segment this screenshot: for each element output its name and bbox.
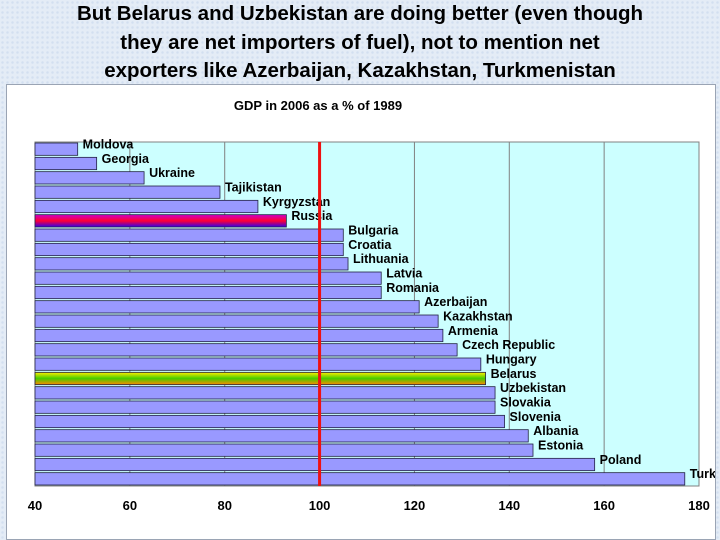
bar-lithuania	[34, 257, 349, 271]
bar-label-bulgaria: Bulgaria	[348, 223, 399, 237]
bar-turkmenistan	[34, 472, 686, 486]
x-tick-label: 40	[28, 498, 42, 513]
x-tick-label: 180	[688, 498, 710, 513]
bar-ukraine	[34, 171, 145, 185]
plot-area	[34, 141, 700, 487]
bar-label-romania: Romania	[386, 281, 440, 295]
bar-moldova	[34, 142, 79, 156]
bar-kyrgyzstan	[34, 199, 259, 214]
chart-title: GDP in 2006 as a % of 1989	[234, 98, 402, 113]
x-tick-label: 140	[498, 498, 520, 513]
bar-azerbaijan	[34, 300, 420, 314]
bar-label-turkmenistan: Turkmenistan	[690, 467, 715, 481]
x-tick-label: 160	[593, 498, 615, 513]
bar-label-uzbekistan: Uzbekistan	[500, 381, 566, 395]
slide-title-line-1: But Belarus and Uzbekistan are doing bet…	[76, 2, 644, 25]
bar-georgia	[34, 156, 98, 171]
bar-label-moldova: Moldova	[83, 137, 135, 151]
bar-label-slovakia: Slovakia	[500, 395, 552, 409]
x-tick-label: 100	[309, 498, 331, 513]
x-tick-label: 80	[217, 498, 231, 513]
bar-uzbekistan	[34, 386, 496, 400]
bar-label-latvia: Latvia	[386, 266, 423, 280]
bar-label-russia: Russia	[291, 209, 333, 223]
x-tick-label: 60	[123, 498, 137, 513]
bar-romania	[34, 285, 382, 300]
bar-label-croatia: Croatia	[348, 238, 392, 252]
bar-label-estonia: Estonia	[538, 438, 584, 452]
bar-czech-republic	[34, 343, 458, 357]
bar-label-tajikistan: Tajikistan	[225, 180, 282, 194]
bar-russia	[34, 214, 287, 228]
bar-label-albania: Albania	[533, 424, 579, 438]
bar-label-georgia: Georgia	[102, 152, 150, 166]
bar-belarus	[34, 371, 486, 386]
bar-bulgaria	[34, 228, 344, 242]
slide-title: But Belarus and Uzbekistan are doing bet…	[0, 0, 720, 86]
bar-label-ukraine: Ukraine	[149, 166, 195, 180]
bar-kazakhstan	[34, 314, 439, 328]
bar-croatia	[34, 242, 344, 257]
bar-label-slovenia: Slovenia	[510, 410, 562, 424]
bar-label-belarus: Belarus	[491, 367, 537, 381]
bar-poland	[34, 457, 596, 472]
bar-label-armenia: Armenia	[448, 324, 499, 338]
chart-frame: GDP in 2006 as a % of 1989 Moldova Georgi…	[6, 84, 716, 540]
bar-label-kyrgyzstan: Kyrgyzstan	[263, 195, 330, 209]
bar-label-poland: Poland	[600, 453, 642, 467]
slide-title-line-3: exporters like Azerbaijan, Kazakhstan, T…	[104, 59, 616, 82]
bar-label-lithuania: Lithuania	[353, 252, 410, 266]
bar-label-kazakhstan: Kazakhstan	[443, 309, 512, 323]
bar-label-hungary: Hungary	[486, 352, 537, 366]
bar-tajikistan	[34, 185, 221, 199]
bar-hungary	[34, 357, 482, 371]
bar-label-czech-republic: Czech Republic	[462, 338, 555, 352]
bar-slovakia	[34, 400, 496, 414]
bar-albania	[34, 429, 529, 443]
bar-label-azerbaijan: Azerbaijan	[424, 295, 487, 309]
gdp-bar-chart: GDP in 2006 as a % of 1989 MoldovaGeorgi…	[28, 98, 715, 513]
bar-slovenia	[34, 414, 505, 429]
slide-title-line-2: they are net importers of fuel), not to …	[120, 30, 600, 54]
bar-armenia	[34, 328, 444, 343]
bar-estonia	[34, 443, 534, 457]
x-tick-label: 120	[404, 498, 426, 513]
bar-latvia	[34, 271, 382, 285]
